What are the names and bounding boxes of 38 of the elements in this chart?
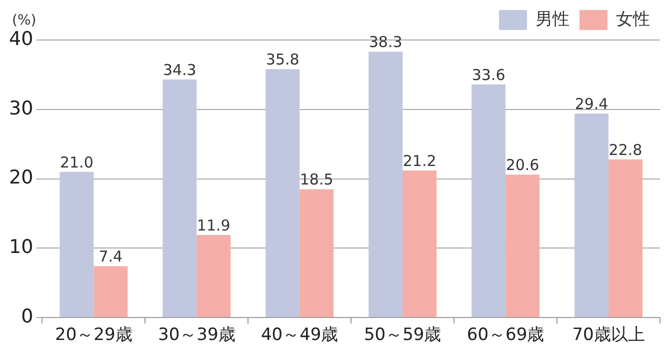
bar	[368, 52, 403, 318]
bar	[300, 189, 334, 318]
bar	[574, 114, 609, 318]
bar	[608, 159, 642, 318]
data-label: 35.8	[266, 50, 300, 69]
bar	[506, 174, 540, 318]
x-tick-label: 20～29歳	[55, 325, 132, 346]
x-tick-label: 60～69歳	[466, 325, 544, 346]
bar	[60, 172, 94, 318]
bar	[472, 84, 506, 318]
data-label: 33.6	[472, 66, 506, 84]
data-label: 21.0	[60, 153, 94, 172]
data-label: 18.5	[300, 170, 334, 189]
x-tick-label: 30～39歳	[158, 325, 236, 346]
bar	[94, 266, 128, 318]
data-label: 11.9	[196, 216, 230, 234]
legend-label: 女性	[616, 9, 650, 30]
x-tick-label: 50～59歳	[364, 325, 442, 346]
x-tick-label: 40～49歳	[260, 325, 338, 346]
data-label: 21.2	[402, 152, 436, 170]
bar	[402, 170, 437, 318]
y-tick-label: 30	[8, 97, 34, 120]
data-label: 29.4	[574, 94, 608, 113]
y-tick-label: 40	[8, 28, 34, 50]
data-label: 38.3	[368, 33, 402, 52]
data-label: 34.3	[162, 60, 196, 79]
legend-label: 男性	[536, 9, 570, 30]
y-tick-label: 0	[21, 306, 34, 328]
bar	[196, 235, 231, 318]
y-axis-title: (%)	[12, 12, 36, 29]
bar	[162, 80, 197, 318]
data-label: 7.4	[98, 248, 123, 266]
bar	[266, 69, 300, 318]
data-label: 20.6	[506, 156, 540, 174]
data-label: 22.8	[608, 140, 642, 159]
x-tick-label: 70歳以上	[572, 325, 645, 346]
y-tick-label: 20	[8, 166, 34, 189]
y-tick-label: 10	[8, 236, 34, 258]
